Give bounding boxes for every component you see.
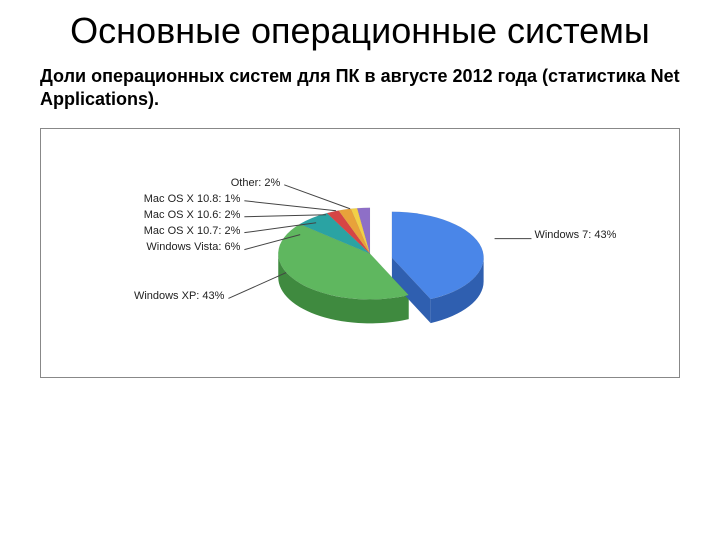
pie-label: Mac OS X 10.8: 1% <box>144 193 241 205</box>
slide: Основные операционные системы Доли опера… <box>0 0 720 540</box>
page-title: Основные операционные системы <box>40 10 680 51</box>
subtitle-text: Доли операционных систем для ПК в август… <box>40 65 680 110</box>
pie-label: Mac OS X 10.7: 2% <box>144 225 241 237</box>
pie-label: Windows 7: 43% <box>534 229 616 241</box>
pie-chart <box>41 129 679 378</box>
pie-label: Windows Vista: 6% <box>146 241 240 253</box>
pie-chart-container: Windows 7: 43% Windows XP: 43% Windows Vis… <box>40 128 680 378</box>
pie-label: Windows XP: 43% <box>134 290 224 302</box>
pie-label: Other: 2% <box>231 177 281 189</box>
pie-label: Mac OS X 10.6: 2% <box>144 209 241 221</box>
